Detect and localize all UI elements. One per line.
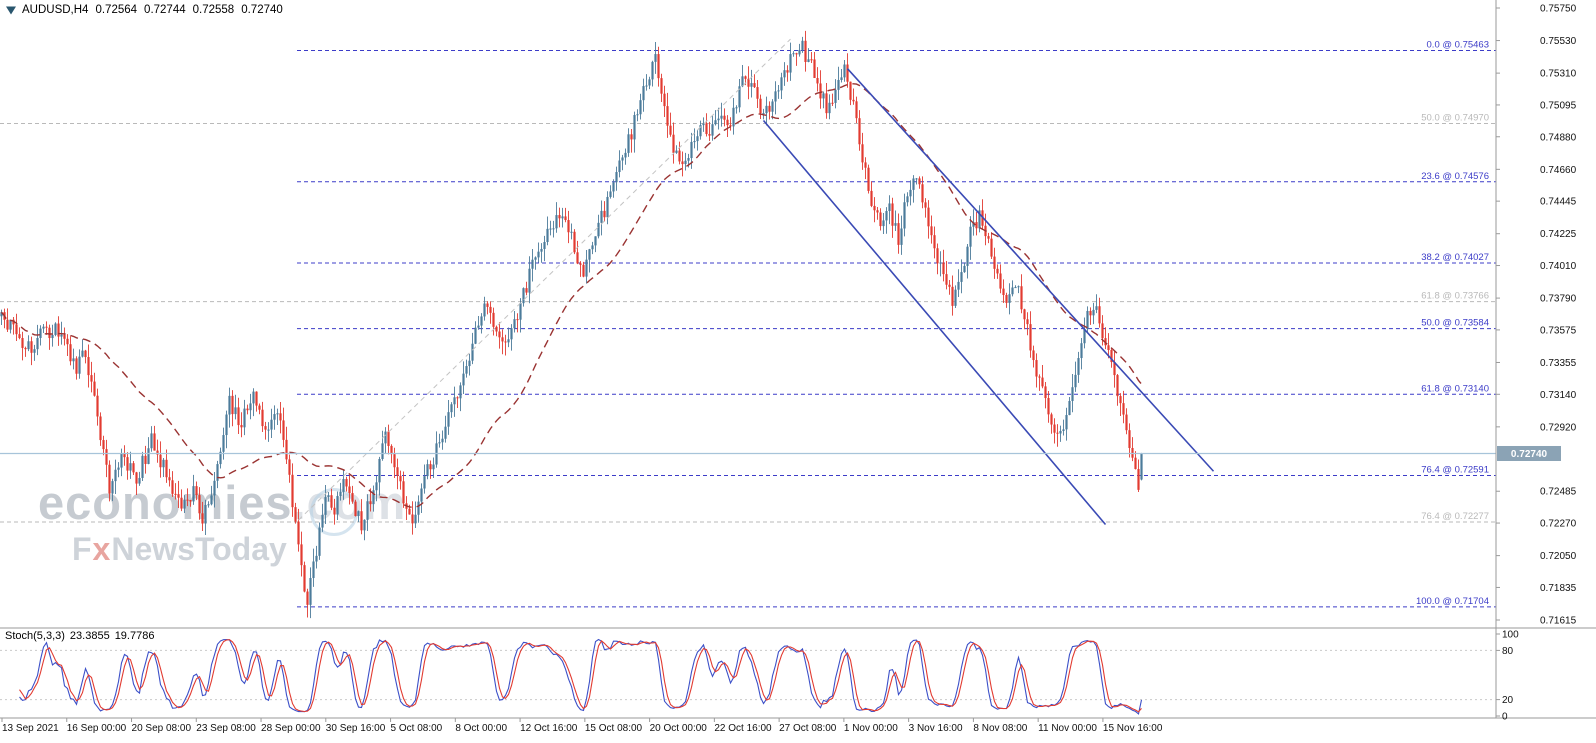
svg-text:0.72050: 0.72050 [1540, 551, 1577, 562]
svg-text:0.75310: 0.75310 [1540, 69, 1577, 80]
svg-text:38.2 @ 0.74027: 38.2 @ 0.74027 [1421, 252, 1489, 263]
svg-text:20 Oct 00:00: 20 Oct 00:00 [650, 723, 708, 734]
svg-text:22 Oct 16:00: 22 Oct 16:00 [714, 723, 772, 734]
svg-text:0.75095: 0.75095 [1540, 100, 1577, 111]
svg-text:8 Oct 00:00: 8 Oct 00:00 [455, 723, 507, 734]
svg-text:13 Sep 2021: 13 Sep 2021 [2, 723, 59, 734]
open-value: 0.72564 [95, 4, 138, 16]
svg-text:0.73790: 0.73790 [1540, 294, 1577, 305]
svg-text:61.8 @ 0.73766: 61.8 @ 0.73766 [1421, 291, 1489, 302]
svg-text:80: 80 [1502, 646, 1514, 657]
chart-header: AUDUSD,H4 0.72564 0.72744 0.72558 0.7274… [5, 4, 283, 16]
stochastic-main-value: 23.3855 [69, 630, 110, 642]
svg-text:0.74010: 0.74010 [1540, 261, 1577, 272]
svg-text:0.0 @ 0.75463: 0.0 @ 0.75463 [1427, 39, 1489, 50]
svg-text:23.6 @ 0.74576: 23.6 @ 0.74576 [1421, 171, 1489, 182]
svg-text:0.73575: 0.73575 [1540, 325, 1577, 336]
svg-text:1 Nov 00:00: 1 Nov 00:00 [844, 723, 898, 734]
svg-text:0.71835: 0.71835 [1540, 583, 1577, 594]
svg-text:0.74880: 0.74880 [1540, 132, 1577, 143]
svg-text:12 Oct 16:00: 12 Oct 16:00 [520, 723, 578, 734]
svg-text:0.75750: 0.75750 [1540, 4, 1577, 15]
svg-text:0.71615: 0.71615 [1540, 616, 1577, 627]
svg-text:15 Oct 08:00: 15 Oct 08:00 [585, 723, 643, 734]
svg-text:0.75530: 0.75530 [1540, 36, 1577, 47]
svg-text:0.72920: 0.72920 [1540, 422, 1577, 433]
svg-text:23 Sep 08:00: 23 Sep 08:00 [196, 723, 256, 734]
svg-text:0.72740: 0.72740 [1511, 449, 1548, 460]
svg-text:20: 20 [1502, 695, 1514, 706]
svg-text:0.73355: 0.73355 [1540, 358, 1577, 369]
svg-text:0.74660: 0.74660 [1540, 165, 1577, 176]
svg-text:0.74445: 0.74445 [1540, 197, 1577, 208]
watermark: economies.com FxNewsToday [38, 478, 406, 567]
watermark-x-glyph: x [92, 531, 111, 568]
svg-text:50.0 @ 0.73584: 50.0 @ 0.73584 [1421, 318, 1489, 329]
svg-text:0: 0 [1502, 712, 1508, 723]
svg-text:50.0 @ 0.74970: 50.0 @ 0.74970 [1421, 112, 1489, 123]
svg-text:8 Nov 08:00: 8 Nov 08:00 [973, 723, 1027, 734]
watermark-brand-text: economies [38, 476, 293, 529]
low-value: 0.72558 [192, 4, 235, 16]
stochastic-signal-value: 19.7786 [114, 630, 155, 642]
stochastic-header: Stoch(5,3,3) 23.3855 19.7786 [5, 630, 159, 642]
high-value: 0.72744 [144, 4, 186, 16]
svg-text:0.74225: 0.74225 [1540, 229, 1577, 240]
svg-text:100.0 @ 0.71704: 100.0 @ 0.71704 [1416, 596, 1489, 607]
svg-text:0.72485: 0.72485 [1540, 487, 1577, 498]
svg-text:16 Sep 00:00: 16 Sep 00:00 [67, 723, 127, 734]
svg-text:76.4 @ 0.72277: 76.4 @ 0.72277 [1421, 511, 1489, 522]
watermark-tagline: FxNewsToday [72, 531, 287, 568]
svg-text:3 Nov 16:00: 3 Nov 16:00 [909, 723, 963, 734]
svg-text:0.72270: 0.72270 [1540, 519, 1577, 530]
symbol-timeframe-label: AUDUSD,H4 [22, 4, 89, 16]
svg-text:61.8 @ 0.73140: 61.8 @ 0.73140 [1421, 383, 1489, 394]
symbol-chart-icon [6, 6, 16, 15]
svg-text:11 Nov 00:00: 11 Nov 00:00 [1038, 723, 1097, 734]
svg-text:28 Sep 00:00: 28 Sep 00:00 [261, 723, 321, 734]
close-value: 0.72740 [241, 4, 283, 16]
svg-text:27 Oct 08:00: 27 Oct 08:00 [779, 723, 837, 734]
svg-text:100: 100 [1502, 630, 1519, 641]
svg-text:76.4 @ 0.72591: 76.4 @ 0.72591 [1421, 465, 1489, 476]
svg-text:5 Oct 08:00: 5 Oct 08:00 [391, 723, 443, 734]
svg-text:20 Sep 08:00: 20 Sep 08:00 [132, 723, 192, 734]
svg-text:15 Nov 16:00: 15 Nov 16:00 [1103, 723, 1163, 734]
svg-text:30 Sep 16:00: 30 Sep 16:00 [326, 723, 386, 734]
stochastic-name: Stoch(5,3,3) [5, 630, 65, 642]
svg-text:0.73140: 0.73140 [1540, 390, 1577, 401]
